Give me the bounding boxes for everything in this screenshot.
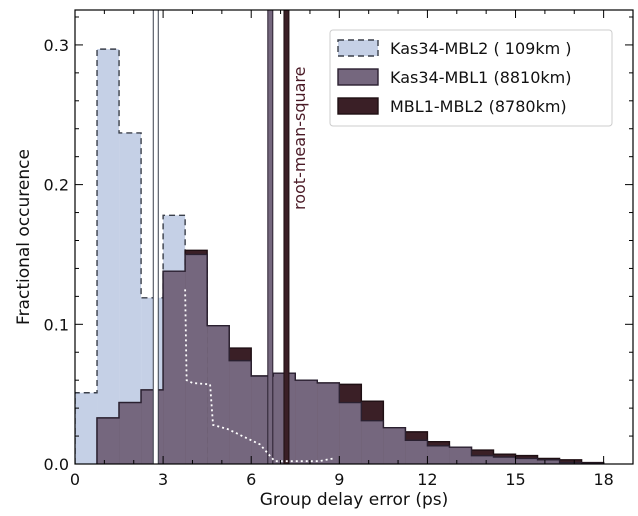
x-tick-label-2: 6	[246, 470, 256, 489]
bar-s2-4	[185, 254, 208, 464]
bar-s2-17	[471, 455, 494, 464]
bar-s2-20	[537, 459, 560, 464]
rms-line-s0	[152, 10, 159, 464]
y-tick-label-2: 0.2	[44, 176, 69, 195]
x-axis-label: Group delay error (ps)	[260, 490, 449, 510]
bar-s2-14	[405, 440, 428, 464]
x-tick-label-1: 3	[158, 470, 168, 489]
bar-s2-2	[141, 389, 164, 464]
bar-s2-19	[515, 458, 538, 464]
plot-frame	[74, 9, 634, 465]
dotted-curve	[184, 289, 334, 463]
legend-swatch-0	[337, 39, 379, 57]
bar-s2-16	[449, 447, 472, 464]
legend-label-1: Kas34-MBL1 (8810km)	[390, 68, 572, 87]
bar-s2-6	[229, 360, 252, 464]
bar-s2-15	[427, 445, 450, 464]
rms-annotation: root-mean-square	[290, 66, 309, 210]
bar-s2-11	[339, 402, 362, 464]
legend-box	[329, 29, 613, 127]
rms-lines-layer	[152, 10, 290, 464]
y-tick-label-3: 0.3	[44, 36, 69, 55]
y-axis-label: Fractional occurence	[14, 149, 34, 325]
x-tick-label-6: 18	[593, 470, 613, 489]
bar-s0-0	[75, 392, 98, 464]
legend-swatch-1	[337, 68, 379, 86]
bar-s2-5	[207, 325, 230, 464]
dotted-curve-layer	[184, 289, 334, 463]
bar-s0-2	[119, 132, 142, 464]
bar-s2-9	[295, 380, 318, 464]
x-tick-label-4: 12	[417, 470, 437, 489]
bar-s0-1	[97, 49, 120, 464]
outline-s0	[75, 48, 208, 464]
legend-swatch-2	[337, 97, 379, 115]
series-2	[96, 253, 605, 464]
bar-s2-3	[163, 271, 186, 464]
legend-label-0: Kas34-MBL2 ( 109km )	[390, 39, 572, 58]
x-tick-label-0: 0	[70, 470, 80, 489]
y-tick-label-0: 0.0	[44, 455, 69, 474]
legend-label-2: MBL1-MBL2 (8780km)	[390, 97, 567, 116]
x-tick-label-5: 15	[505, 470, 525, 489]
bar-s2-18	[493, 457, 516, 464]
bar-s2-0	[97, 417, 120, 464]
bar-s2-1	[119, 402, 142, 464]
x-tick-label-3: 9	[334, 470, 344, 489]
bar-s2-12	[361, 420, 384, 464]
legend: Kas34-MBL2 ( 109km ) Kas34-MBL1 (8810km) M…	[329, 29, 613, 127]
rms-line-s1	[283, 10, 290, 464]
bar-s2-10	[317, 382, 340, 464]
ticks-layer: 0 3 6 9 12 15 18 0.0 0.1 0.2 0.3	[44, 10, 634, 489]
rms-line-s2	[267, 10, 274, 464]
y-tick-label-1: 0.1	[44, 315, 69, 334]
bar-s2-13	[383, 427, 406, 464]
outline-s2	[96, 253, 605, 464]
